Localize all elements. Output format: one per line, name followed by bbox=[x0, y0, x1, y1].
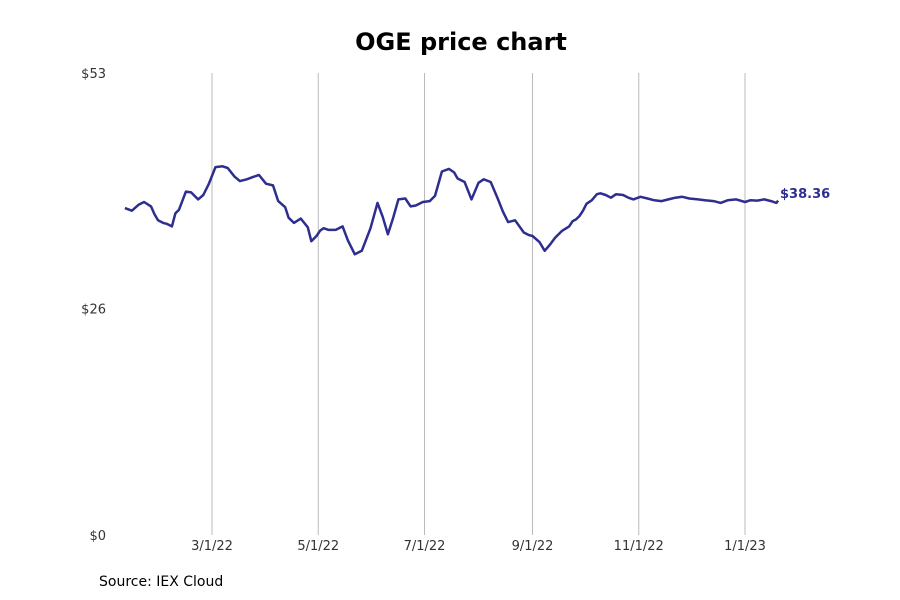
y-tick-label: $53 bbox=[81, 67, 106, 82]
y-tick-label: $0 bbox=[89, 529, 106, 544]
x-tick-label: 9/1/22 bbox=[512, 539, 554, 554]
x-tick-label: 1/1/23 bbox=[724, 539, 766, 554]
y-tick-label: $26 bbox=[81, 302, 106, 317]
price-line bbox=[124, 165, 780, 256]
x-tick-label: 11/1/22 bbox=[614, 539, 664, 554]
source-note: Source: IEX Cloud bbox=[99, 574, 224, 590]
x-tick-label: 7/1/22 bbox=[404, 539, 446, 554]
chart-title: OGE price chart bbox=[355, 28, 567, 56]
last-price-label: $38.36 bbox=[780, 187, 830, 202]
x-tick-label: 5/1/22 bbox=[297, 539, 339, 554]
x-tick-label: 3/1/22 bbox=[191, 539, 233, 554]
